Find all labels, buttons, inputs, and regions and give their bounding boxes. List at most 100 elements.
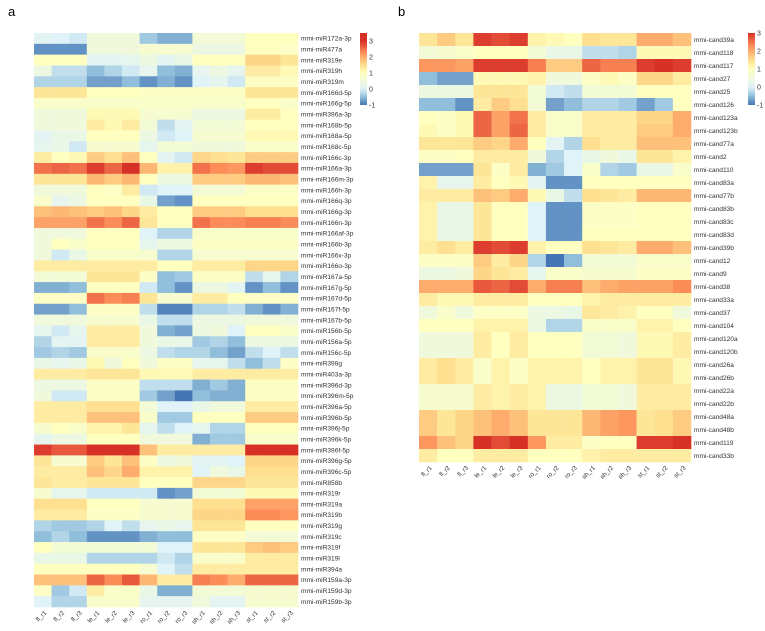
heatmap-cell — [280, 65, 299, 77]
heatmap-cell — [419, 137, 438, 151]
heatmap-cell — [280, 368, 299, 380]
heatmap-cell — [51, 498, 70, 510]
heatmap-cell — [139, 325, 158, 337]
column-label: ro_r1 — [139, 609, 155, 625]
heatmap-cell — [564, 228, 583, 242]
heatmap-cell — [210, 498, 228, 510]
heatmap-cell — [34, 509, 52, 521]
heatmap-cell — [122, 119, 140, 131]
heatmap-cell — [104, 271, 123, 283]
heatmap-cell — [437, 85, 456, 99]
heatmap-cell — [509, 72, 529, 86]
heatmap-cell — [654, 111, 674, 125]
heatmap-cell — [192, 97, 211, 110]
heatmap-cell — [227, 43, 246, 55]
heatmap-cell — [455, 202, 474, 216]
legend-tick-label: 0 — [369, 86, 373, 93]
heatmap-cell — [174, 563, 193, 575]
heatmap-cell — [473, 59, 492, 73]
heatmap-cell — [139, 249, 158, 261]
heatmap-cell — [262, 130, 281, 142]
row-label: mmi-miR166m-3p — [301, 177, 354, 184]
heatmap-cell — [245, 422, 264, 435]
heatmap-cell — [419, 371, 438, 385]
heatmap-cell — [122, 195, 140, 207]
heatmap-cell — [69, 54, 88, 66]
heatmap-cell — [210, 206, 228, 218]
heatmap-cell — [582, 124, 601, 138]
heatmap-cell — [419, 384, 438, 398]
heatmap-cell — [262, 487, 281, 499]
heatmap-cell — [174, 585, 193, 597]
heatmap-cell — [86, 173, 105, 185]
heatmap-cell — [245, 433, 264, 445]
column-label: le_r3 — [122, 609, 137, 624]
heatmap-cell — [636, 72, 656, 86]
heatmap-cell — [157, 76, 176, 88]
heatmap-cell — [174, 412, 193, 424]
heatmap-cell — [618, 85, 637, 99]
heatmap-cell — [262, 466, 281, 478]
legend-tick-label: -1 — [757, 102, 763, 109]
heatmap-cell — [473, 189, 492, 203]
heatmap-cell — [672, 163, 692, 177]
heatmap-cell — [122, 596, 140, 608]
heatmap-cell — [210, 227, 228, 240]
heatmap-cell — [280, 347, 299, 359]
heatmap-cell — [104, 130, 123, 142]
heatmap-cell — [86, 347, 105, 359]
heatmap-cell — [527, 33, 547, 47]
heatmap-cell — [174, 43, 193, 55]
heatmap-cell — [280, 141, 299, 153]
row-label: mmi-miR166g-5p — [301, 101, 352, 108]
heatmap-cell — [545, 98, 565, 112]
heatmap-cell — [122, 87, 140, 99]
heatmap-cell — [157, 487, 176, 499]
row-label: mmi-cand119 — [694, 440, 734, 447]
heatmap-cell — [582, 280, 601, 294]
heatmap-cell — [227, 552, 246, 564]
heatmap-cell — [280, 33, 299, 45]
heatmap-cell — [86, 217, 105, 229]
heatmap-cell — [139, 33, 158, 45]
heatmap-cell — [636, 436, 656, 450]
heatmap-cell — [104, 292, 123, 305]
heatmap-cell — [34, 433, 52, 445]
heatmap-cell — [280, 108, 299, 120]
heatmap-cell — [69, 271, 88, 283]
heatmap-cell — [227, 130, 246, 142]
heatmap-cell — [280, 206, 299, 218]
heatmap-cell — [419, 228, 438, 242]
heatmap-cell — [192, 217, 211, 229]
row-label: mmi-cand118 — [694, 50, 734, 57]
heatmap-cell — [174, 217, 193, 229]
heatmap-cell — [262, 206, 281, 218]
heatmap-cell — [157, 325, 176, 337]
heatmap-cell — [600, 436, 619, 450]
heatmap-cell — [545, 397, 565, 411]
row-label: mmi-miR319e — [301, 57, 342, 64]
heatmap-cell — [174, 108, 193, 120]
heatmap-cell — [545, 46, 565, 60]
heatmap-cell — [139, 119, 158, 131]
heatmap-cell — [139, 401, 158, 413]
heatmap-cell — [157, 227, 176, 240]
heatmap-cell — [491, 371, 510, 385]
heatmap-cell — [34, 574, 52, 586]
column-label: ro_r2 — [545, 464, 561, 480]
heatmap-cell — [654, 33, 674, 47]
heatmap-cell — [139, 141, 158, 153]
heatmap-cell — [262, 542, 281, 554]
heatmap-cell — [86, 260, 105, 272]
heatmap-cell — [245, 119, 264, 131]
heatmap-cell — [245, 76, 264, 88]
heatmap-cell — [174, 336, 193, 348]
heatmap-cell — [437, 423, 456, 437]
heatmap-cell — [174, 206, 193, 218]
heatmap-cell — [104, 390, 123, 402]
heatmap-cell — [582, 254, 601, 268]
heatmap-cell — [564, 176, 583, 190]
heatmap-cell — [245, 43, 264, 55]
heatmap-cell — [139, 531, 158, 543]
heatmap-cell — [600, 397, 619, 411]
